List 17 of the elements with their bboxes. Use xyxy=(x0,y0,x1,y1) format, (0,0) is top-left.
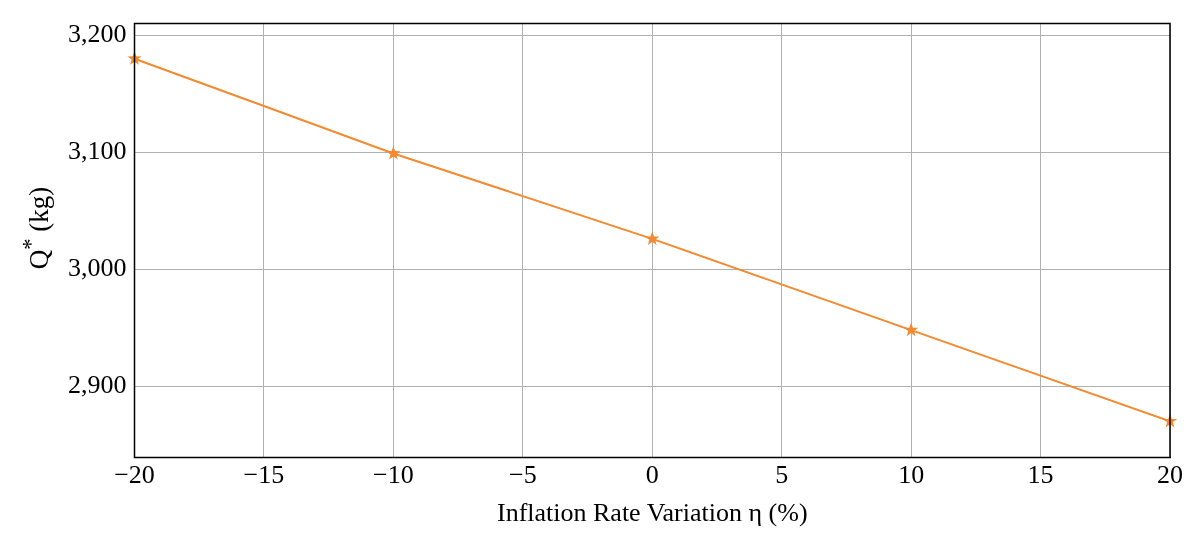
x-tick-label: −5 xyxy=(508,460,537,490)
x-axis-title: Inflation Rate Variation η (%) xyxy=(496,498,808,528)
point xyxy=(386,145,401,160)
x-tick-label: 15 xyxy=(1027,460,1054,490)
y-tick-label: 3,200 xyxy=(68,19,127,49)
y-tick-label: 3,000 xyxy=(68,253,127,283)
x-tick-label: −15 xyxy=(243,460,285,490)
point xyxy=(645,231,660,245)
x-tick-label: 0 xyxy=(645,460,659,490)
x-tick-label: 10 xyxy=(898,460,925,490)
x-tick-label: 5 xyxy=(775,460,789,490)
y-tick-label: 2,900 xyxy=(68,370,127,400)
x-tick-label: 20 xyxy=(1157,460,1183,490)
x-tick-label: −10 xyxy=(373,460,414,490)
point xyxy=(903,322,919,337)
y-tick-label: 3,100 xyxy=(68,136,127,166)
x-tick-label: −20 xyxy=(114,460,155,490)
